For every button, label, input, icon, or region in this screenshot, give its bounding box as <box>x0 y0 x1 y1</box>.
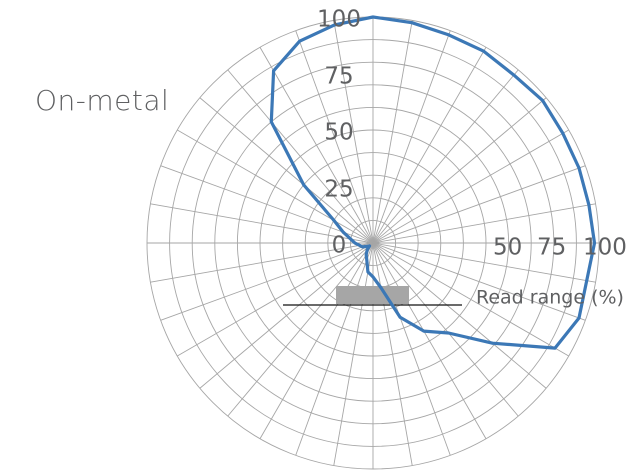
series-group <box>269 15 597 350</box>
data-point <box>541 99 545 102</box>
data-point <box>366 270 370 274</box>
grid-spoke <box>199 97 374 244</box>
data-point <box>398 315 402 319</box>
data-point <box>371 275 375 279</box>
data-point <box>577 316 581 320</box>
data-point <box>553 346 557 350</box>
grid-spoke <box>372 242 413 466</box>
data-point <box>368 244 371 248</box>
data-point <box>361 245 364 249</box>
grid-spoke <box>150 203 374 244</box>
data-point <box>269 120 273 124</box>
grid-spoke <box>259 242 374 439</box>
grid-spoke <box>372 242 451 456</box>
grid-spoke <box>372 165 586 244</box>
data-point <box>302 183 306 187</box>
data-point <box>358 244 361 247</box>
radial-tick-label: 100 <box>317 6 361 33</box>
grid-spoke <box>372 30 451 244</box>
grid-spoke <box>372 20 413 244</box>
data-point <box>333 23 336 27</box>
data-point <box>561 132 565 135</box>
data-point <box>364 253 368 257</box>
grid-spoke <box>372 97 547 244</box>
data-point <box>447 331 450 335</box>
data-point <box>512 73 516 77</box>
tag-block <box>336 286 409 304</box>
grid-spoke <box>372 242 519 417</box>
data-point <box>272 69 275 73</box>
grid-spoke <box>333 20 374 244</box>
data-point <box>371 15 375 19</box>
grid-spoke <box>160 242 374 321</box>
grid-spoke <box>372 242 596 283</box>
data-point <box>410 21 414 25</box>
radial-axis-label: Read range (%) <box>476 286 624 309</box>
data-point <box>585 279 589 283</box>
grid-spoke <box>295 242 374 456</box>
grid-spoke <box>333 242 374 466</box>
grid-spoke <box>227 242 374 417</box>
grid-spoke <box>177 129 374 244</box>
data-point <box>577 166 581 170</box>
data-point <box>365 245 369 248</box>
grid-spokes <box>147 17 599 469</box>
data-point <box>353 241 357 245</box>
radial-tick-label-right: 75 <box>537 234 567 261</box>
grid-spoke <box>160 165 374 244</box>
radial-tick-label: 0 <box>331 232 347 259</box>
grid-spoke <box>372 242 569 357</box>
grid-spoke <box>295 30 374 244</box>
data-point <box>365 248 369 252</box>
data-point <box>379 286 383 289</box>
data-point <box>365 258 369 262</box>
data-point <box>482 49 486 53</box>
radial-tick-label: 75 <box>324 63 354 89</box>
data-point <box>447 33 451 37</box>
grid-spoke <box>259 47 374 244</box>
grid-spoke <box>372 242 487 439</box>
grid-spoke <box>372 129 569 244</box>
grid-spoke <box>372 69 519 244</box>
data-point <box>422 329 426 333</box>
grid-spoke <box>150 242 374 283</box>
chart-subtitle: On-metal <box>35 84 170 117</box>
grid-spoke <box>372 203 596 244</box>
data-point <box>491 341 494 345</box>
data-point <box>593 241 596 245</box>
radial-tick-label-right: 100 <box>583 234 627 261</box>
radial-tick-label: 25 <box>324 176 354 202</box>
grid-spoke <box>372 47 487 244</box>
grid-spoke <box>372 242 586 321</box>
data-point <box>332 219 336 222</box>
data-point <box>349 237 353 241</box>
radial-tick-label-right: 50 <box>493 234 523 261</box>
data-point <box>341 230 345 234</box>
radial-tick-label: 50 <box>324 119 354 146</box>
data-point <box>298 39 301 43</box>
metal-tag-icon <box>283 286 462 306</box>
data-point <box>587 203 591 207</box>
grid-spoke <box>199 242 374 389</box>
grid-spoke <box>227 69 374 244</box>
grid-spoke <box>372 242 547 389</box>
grid-spoke <box>177 242 374 357</box>
